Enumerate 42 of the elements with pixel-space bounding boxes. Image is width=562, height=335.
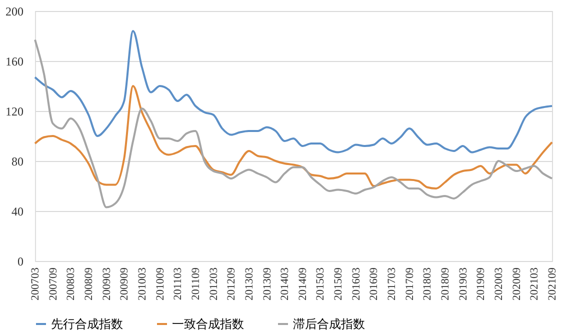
y-tick-label: 80 xyxy=(12,154,24,168)
x-tick-label: 200709 xyxy=(47,267,60,300)
x-tick-label: 201409 xyxy=(296,267,309,300)
y-tick-label: 40 xyxy=(12,204,24,218)
x-tick-label: 200703 xyxy=(30,267,42,300)
y-tick-label: 160 xyxy=(6,54,24,68)
x-tick-label: 201703 xyxy=(386,267,398,300)
x-tick-label: 201809 xyxy=(440,267,452,300)
x-tick-label: 201303 xyxy=(243,267,256,300)
x-tick-label: 200909 xyxy=(118,267,131,300)
y-tick-label: 200 xyxy=(6,4,24,18)
x-tick-label: 201903 xyxy=(457,267,470,300)
line-series xyxy=(34,30,553,154)
x-tick-label: 201909 xyxy=(475,267,488,300)
x-tick-label: 201803 xyxy=(422,267,434,300)
x-tick-label: 201603 xyxy=(350,267,362,300)
y-tick-label: 120 xyxy=(6,104,24,118)
x-tick-label: 202003 xyxy=(493,267,506,300)
line-series xyxy=(34,85,553,190)
x-tick-label: 202009 xyxy=(510,267,523,300)
x-tick-label: 201109 xyxy=(190,267,202,300)
legend-label: 先行合成指数 xyxy=(51,317,123,331)
x-tick-label: 201209 xyxy=(226,267,238,300)
y-tick-label: 0 xyxy=(18,254,24,268)
x-tick-label: 200803 xyxy=(65,267,78,300)
x-tick-label: 201509 xyxy=(332,267,345,300)
x-tick-label: 201309 xyxy=(261,267,274,300)
x-tick-label: 202103 xyxy=(528,267,541,300)
x-tick-label: 201003 xyxy=(136,267,148,300)
x-tick-label: 201403 xyxy=(279,267,292,300)
x-tick-label: 201503 xyxy=(314,267,327,300)
legend-label: 一致合成指数 xyxy=(172,317,244,331)
x-tick-label: 201609 xyxy=(368,267,380,300)
line-series xyxy=(34,38,553,208)
x-tick-label: 201203 xyxy=(208,267,220,300)
x-tick-label: 201103 xyxy=(172,267,184,300)
x-tick-label: 200809 xyxy=(82,267,95,300)
x-tick-label: 200903 xyxy=(100,267,113,300)
legend-label: 滞后合成指数 xyxy=(293,317,365,331)
x-tick-label: 201709 xyxy=(404,267,416,300)
x-tick-label: 202109 xyxy=(546,267,558,300)
x-tick-label: 201009 xyxy=(154,267,166,300)
